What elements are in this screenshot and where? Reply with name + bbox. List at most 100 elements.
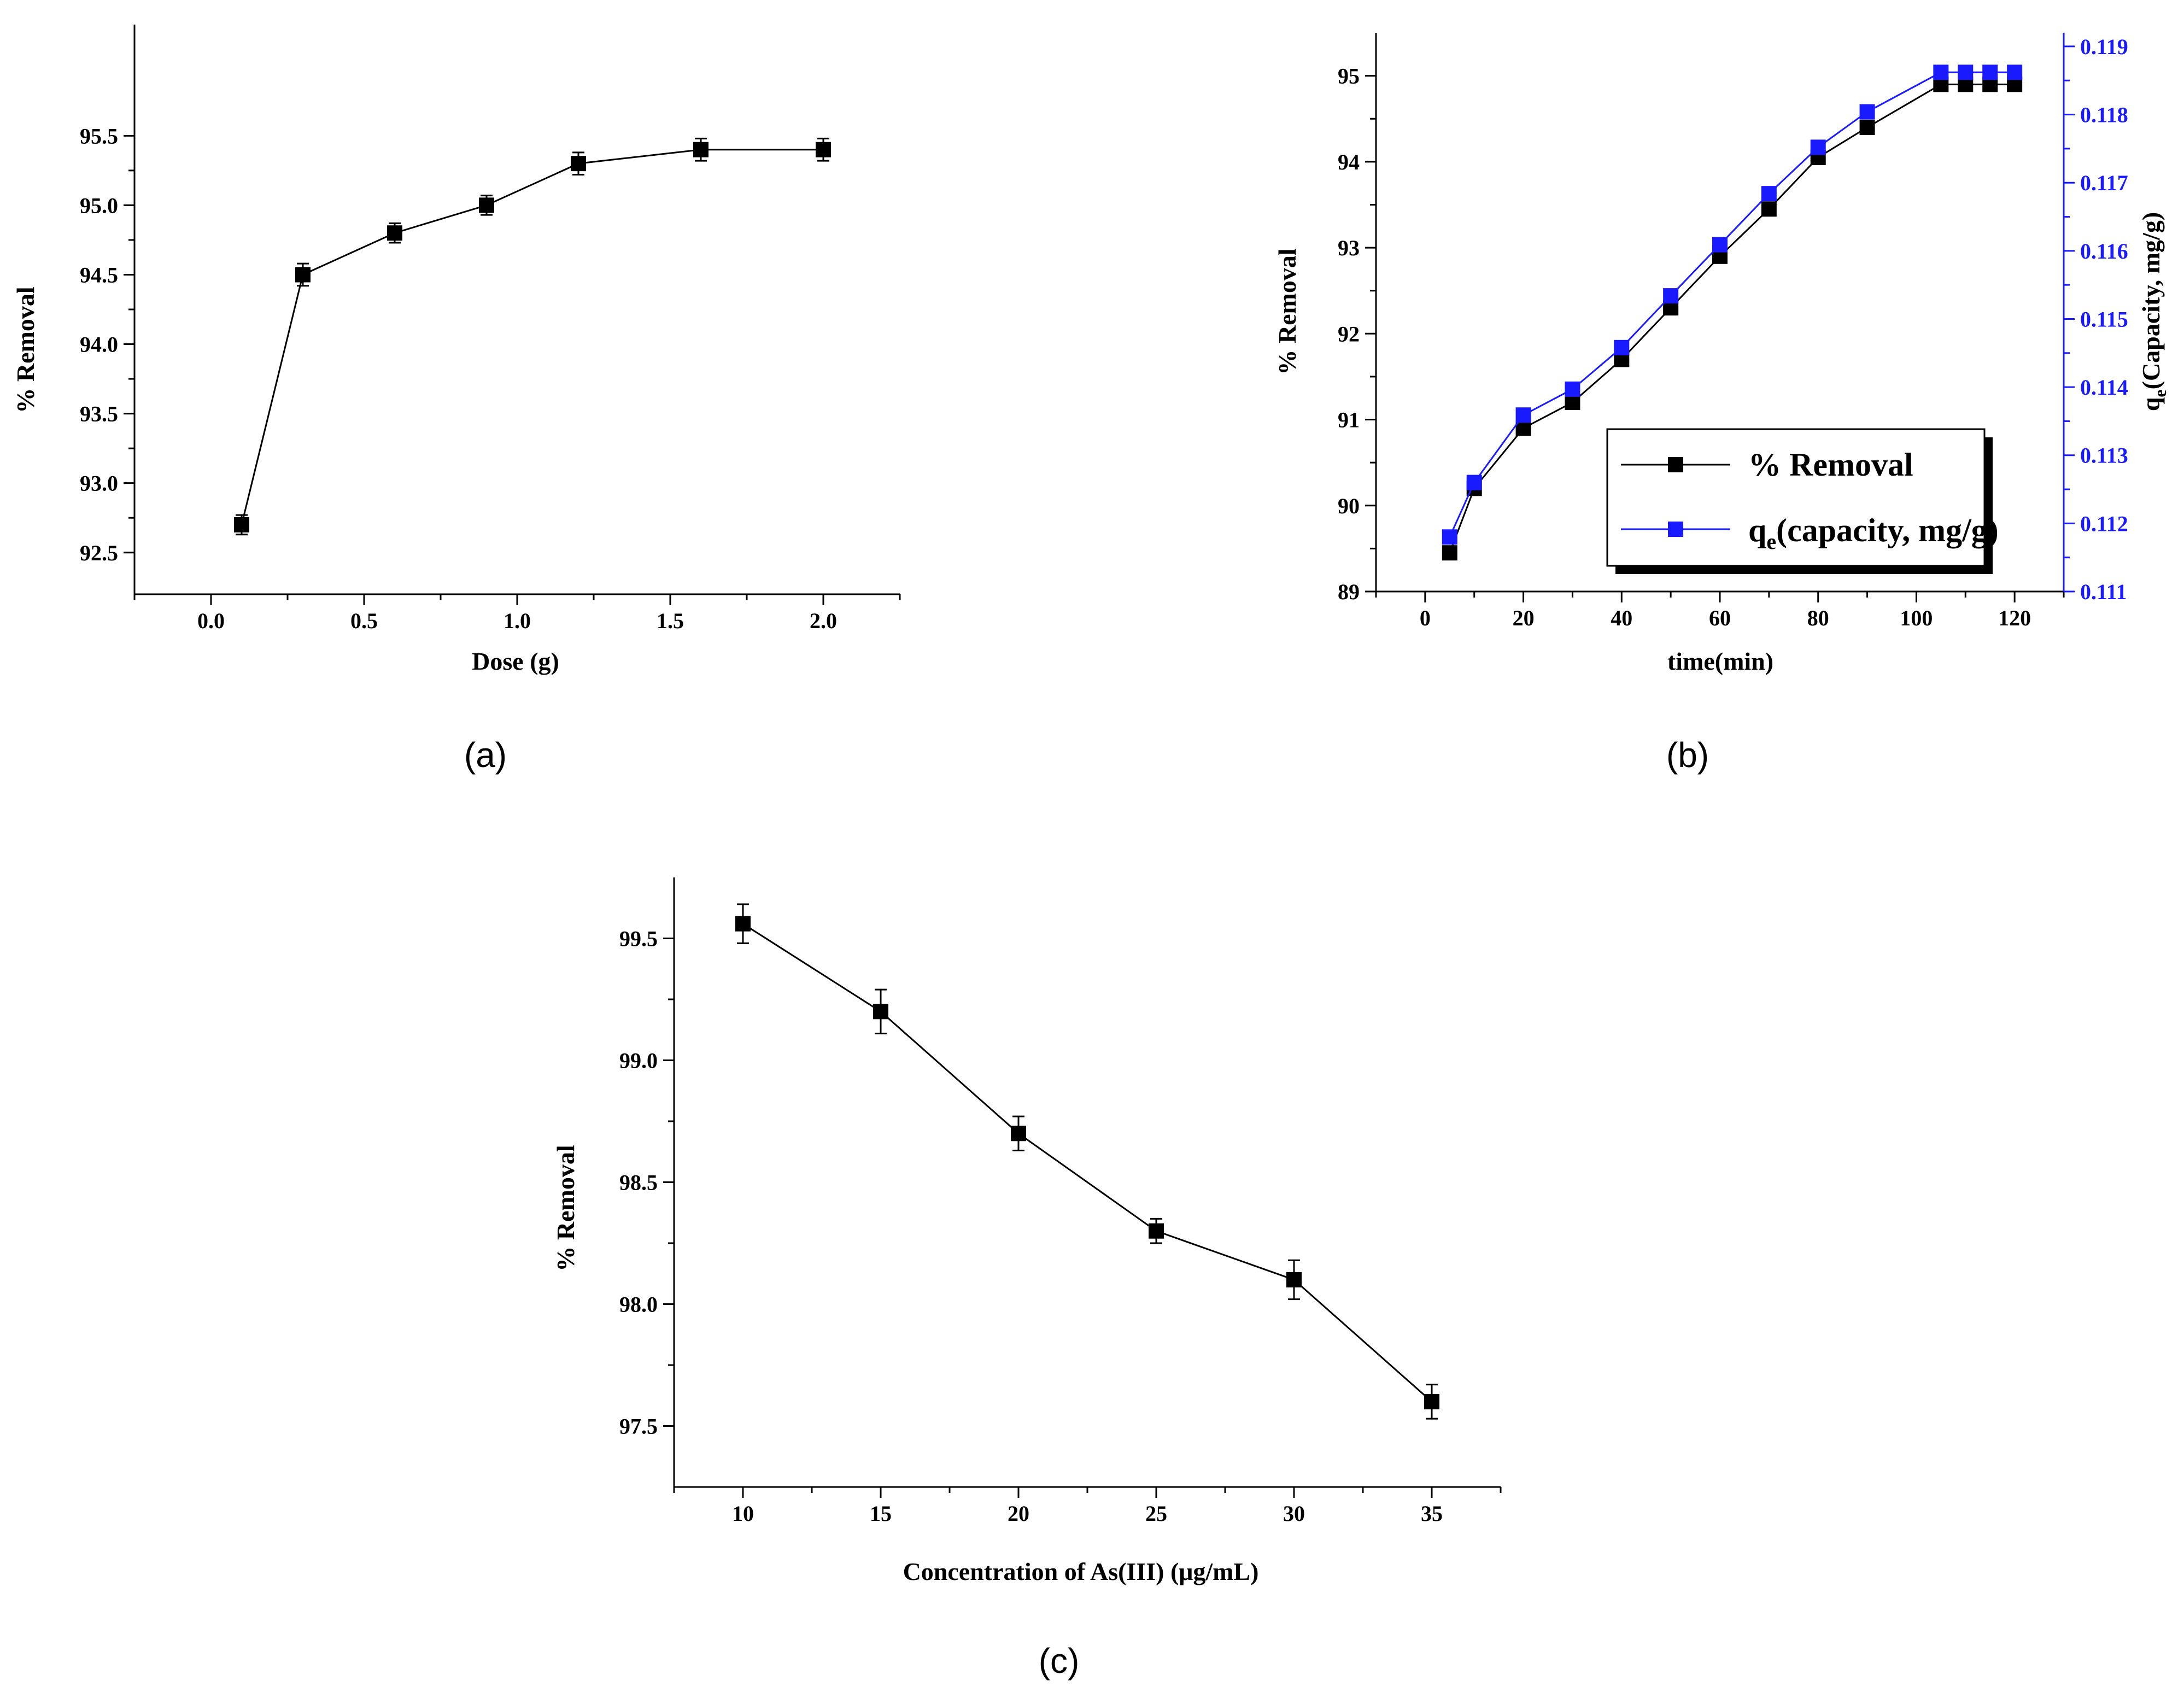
panel-b-x-tick-label: 120 [1998, 606, 2031, 630]
panel-b-y-right-tick-label: 0.115 [2080, 307, 2128, 331]
panel-b-label: (b) [1666, 735, 1709, 775]
panel-c-data-point [873, 1004, 888, 1020]
panel-b-data-point [1982, 65, 1998, 80]
panel-c-axes: 10 15 20 25 30 35 97.5 98.0 98.5 99.0 99.5 [619, 877, 1502, 1526]
panel-b-y-tick-label: 92 [1338, 321, 1360, 346]
panel-b-y-tick-label: 93 [1338, 236, 1360, 260]
panel-b-y-tick-label: 91 [1338, 408, 1360, 432]
panel-c-data-point [1424, 1394, 1439, 1409]
panel-a-x-axis-title: Dose (g) [472, 647, 559, 675]
panel-b-x-tick-label: 40 [1611, 606, 1632, 630]
panel-a-x-tick-label: 2.0 [810, 608, 837, 633]
panel-b-x-tick-label: 100 [1900, 606, 1933, 630]
panel-b-data-point [1859, 119, 1875, 135]
panel-a-x-tick-label: 1.0 [503, 608, 531, 633]
panel-a-y-tick-label: 92.5 [80, 541, 118, 565]
panel-b-y-tick-label: 94 [1338, 150, 1360, 174]
panel-b-axes: 0 20 40 60 80 100 120 89 90 91 92 93 94 95 0.111 0.112 0… [1338, 33, 2128, 630]
panel-b-y-right-tick-label: 0.113 [2080, 443, 2128, 468]
panel-b-y-right-tick-label: 0.112 [2080, 511, 2128, 536]
panel-b-y-tick-label: 95 [1338, 64, 1360, 89]
panel-a-data-point [816, 142, 831, 157]
panel-c-y-tick-label: 99.5 [619, 927, 658, 951]
legend-label-capacity-rest: (capacity, mg/g) [1776, 512, 1999, 548]
chart-panel-b: 0 20 40 60 80 100 120 89 90 91 92 93 94 95 0.111 0.112 0… [1273, 33, 2170, 775]
panel-b-data-point [2007, 65, 2023, 80]
panel-b-y-tick-label: 90 [1338, 494, 1360, 518]
panel-a-y-tick-label: 95.0 [80, 193, 118, 218]
legend-label-capacity-main: q [1748, 512, 1766, 548]
legend-label-capacity-sub: e [1766, 529, 1776, 554]
panel-c-x-tick-label: 15 [870, 1501, 892, 1526]
panel-b-y-right-rest: (Capacity, mg/g) [2137, 212, 2165, 390]
panel-c-data-point [735, 916, 751, 932]
panel-c-x-tick-label: 20 [1008, 1501, 1029, 1526]
panel-c-x-tick-label: 30 [1283, 1501, 1305, 1526]
panel-b-data-point [1663, 288, 1679, 304]
panel-c-x-axis-title: Concentration of As(III) (μg/mL) [903, 1558, 1259, 1585]
panel-c-y-tick-label: 97.5 [619, 1414, 658, 1439]
panel-b-data-point [1442, 545, 1457, 561]
panel-b-y-right-tick-label: 0.119 [2080, 34, 2128, 59]
legend-marker-removal [1668, 457, 1683, 472]
panel-a-y-tick-label: 93.5 [80, 402, 118, 426]
panel-c-x-tick-label: 10 [732, 1501, 754, 1526]
legend-box [1606, 428, 1986, 567]
panel-a-data-point [387, 225, 402, 241]
panel-b-marks [1442, 65, 2023, 561]
panel-b-x-tick-label: 60 [1709, 606, 1731, 630]
panel-b-y-right-tick-label: 0.116 [2080, 239, 2128, 264]
panel-b-data-point [1614, 339, 1630, 355]
panel-c-data-point [1286, 1272, 1302, 1287]
panel-b-x-tick-label: 0 [1420, 606, 1431, 630]
panel-a-y-tick-label: 93.0 [80, 471, 118, 496]
panel-c-marks [735, 903, 1439, 1420]
panel-c-y-tick-label: 98.5 [619, 1170, 658, 1195]
panel-a-marks [234, 137, 831, 536]
panel-a-axes: 0.0 0.5 1.0 1.5 2.0 92.5 93.0 93.5 94.0 94.5 95.0 9… [80, 25, 901, 633]
panel-c-y-tick-label: 98.0 [619, 1292, 658, 1317]
panel-c-data-point [1011, 1126, 1026, 1141]
panel-a-label: (a) [464, 735, 507, 775]
panel-b-x-tick-label: 80 [1807, 606, 1829, 630]
panel-b-data-point [1712, 237, 1728, 253]
panel-b-data-point [1933, 65, 1949, 80]
panel-a-y-tick-label: 95.5 [80, 124, 118, 148]
chart-panel-c: 10 15 20 25 30 35 97.5 98.0 98.5 99.0 99.5 Concent… [552, 877, 1502, 1681]
panel-b-data-point [1958, 65, 1974, 80]
panel-b-data-point [1810, 139, 1826, 155]
panel-a-y-tick-label: 94.5 [80, 262, 118, 287]
panel-b-y-axis-title-left: % Removal [1273, 248, 1301, 374]
panel-a-data-point [234, 517, 249, 532]
legend-label-capacity: qe(capacity, mg/g) [1748, 512, 1999, 554]
panel-a-data-point [571, 156, 586, 172]
panel-b-data-point [1761, 186, 1777, 202]
panel-b-data-point [1859, 104, 1875, 120]
panel-b-y-right-q: q [2137, 397, 2165, 411]
panel-b-y-axis-title-right: qe(Capacity, mg/g) [2137, 212, 2170, 411]
panel-c-data-point [1149, 1223, 1164, 1239]
panel-a-x-tick-label: 0.0 [197, 608, 225, 633]
panel-b-data-point [1565, 381, 1580, 397]
panel-c-series-line [742, 923, 1432, 1403]
panel-c-y-axis-title: % Removal [552, 1145, 579, 1271]
panel-b-data-point [1466, 475, 1482, 490]
panel-b-x-tick-label: 20 [1513, 606, 1535, 630]
panel-b-x-axis-title: time(min) [1667, 647, 1773, 675]
panel-c-x-tick-label: 35 [1421, 1501, 1443, 1526]
panel-c-label: (c) [1039, 1641, 1080, 1681]
panel-a-series-line [241, 149, 823, 525]
panel-b-y-right-sub: e [2150, 389, 2170, 397]
panel-c-y-tick-label: 99.0 [619, 1049, 658, 1073]
panel-c-x-tick-label: 25 [1145, 1501, 1167, 1526]
legend-label-removal: % Removal [1748, 447, 1913, 483]
panel-b-data-point [1565, 395, 1580, 411]
chart-panel-a: 0.0 0.5 1.0 1.5 2.0 92.5 93.0 93.5 94.0 94.5 95.0 9… [11, 25, 901, 775]
legend-marker-capacity [1668, 522, 1683, 537]
panel-b-data-point [1515, 407, 1531, 423]
panel-b-y-right-tick-label: 0.111 [2080, 579, 2127, 604]
panel-b-y-tick-label: 89 [1338, 579, 1360, 604]
panel-a-x-tick-label: 0.5 [350, 608, 378, 633]
panel-a-data-point [295, 267, 311, 283]
